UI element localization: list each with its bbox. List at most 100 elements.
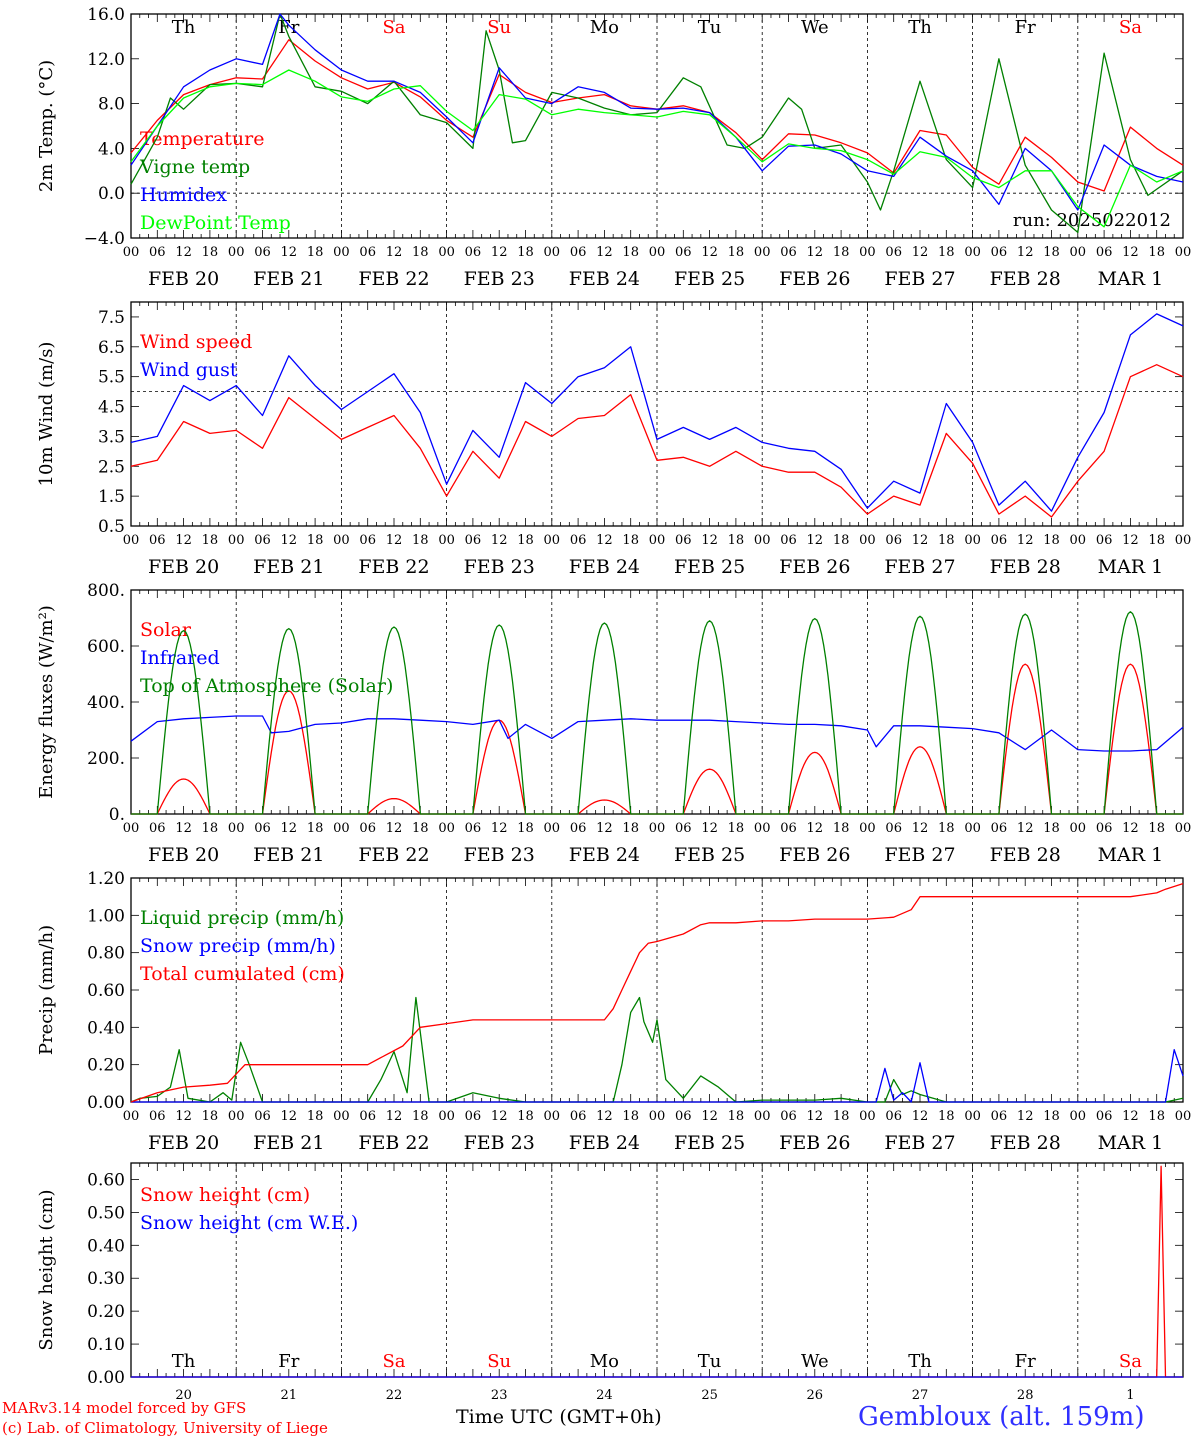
plot-frame-wind bbox=[130, 301, 1184, 527]
hour-tick-label: 12 bbox=[701, 1109, 718, 1124]
hour-tick-label: 00 bbox=[544, 821, 561, 836]
hour-tick-label: 00 bbox=[228, 1109, 245, 1124]
day-number-label: 28 bbox=[1017, 1388, 1034, 1400]
y-tick-label: 0.00 bbox=[87, 1368, 125, 1388]
hour-tick-label: 00 bbox=[333, 821, 350, 836]
hour-tick-label: 18 bbox=[728, 245, 745, 260]
hour-tick-label: 18 bbox=[1043, 533, 1060, 548]
hour-tick-label: 06 bbox=[1096, 533, 1113, 548]
hour-tick-label: 18 bbox=[1148, 821, 1165, 836]
date-label: FEB 24 bbox=[569, 268, 640, 290]
hour-tick-label: 18 bbox=[1148, 1109, 1165, 1124]
hour-tick-label: 18 bbox=[412, 245, 429, 260]
hour-tick-label: 18 bbox=[1043, 245, 1060, 260]
hour-tick-label: 00 bbox=[964, 245, 981, 260]
hour-tick-label: 00 bbox=[754, 1109, 771, 1124]
series-line-wind-gust bbox=[130, 313, 1184, 512]
series-line-humidex bbox=[130, 13, 1184, 211]
hour-tick-label: 00 bbox=[649, 533, 666, 548]
hour-tick-label: 06 bbox=[780, 1109, 797, 1124]
hour-tick-label: 06 bbox=[465, 821, 482, 836]
hour-tick-label: 18 bbox=[938, 533, 955, 548]
day-number-label: 27 bbox=[912, 1388, 929, 1400]
hour-tick-label: 18 bbox=[517, 533, 534, 548]
date-label: FEB 25 bbox=[674, 1132, 745, 1154]
date-label: FEB 21 bbox=[253, 1132, 324, 1154]
hour-tick-label: 12 bbox=[912, 1109, 929, 1124]
hour-tick-label: 18 bbox=[202, 821, 219, 836]
hour-tick-label: 12 bbox=[491, 245, 508, 260]
hour-tick-label: 06 bbox=[780, 245, 797, 260]
day-number-label: 24 bbox=[596, 1388, 613, 1400]
hour-tick-label: 06 bbox=[675, 533, 692, 548]
weekday-label: Th bbox=[908, 1351, 932, 1372]
hour-tick-label: 06 bbox=[149, 245, 166, 260]
hour-tick-label: 06 bbox=[254, 245, 271, 260]
hour-tick-label: 18 bbox=[833, 533, 850, 548]
hour-tick-label: 12 bbox=[281, 245, 298, 260]
hour-tick-label: 00 bbox=[544, 1109, 561, 1124]
hour-tick-label: 12 bbox=[281, 533, 298, 548]
hour-tick-label: 06 bbox=[149, 821, 166, 836]
date-label: FEB 26 bbox=[779, 556, 850, 578]
weekday-label: Sa bbox=[1119, 1351, 1142, 1372]
hour-tick-label: 06 bbox=[254, 1109, 271, 1124]
hour-tick-label: 06 bbox=[675, 1109, 692, 1124]
date-label: FEB 28 bbox=[990, 1132, 1061, 1154]
hour-tick-label: 18 bbox=[1148, 533, 1165, 548]
date-label: FEB 25 bbox=[674, 556, 745, 578]
meteogram-chart: −4.00.04.08.012.016.02m Temp. (°C)00 06 12… bbox=[36, 5, 1191, 1400]
hour-tick-label: 00 bbox=[859, 1109, 876, 1124]
day-number-label: 23 bbox=[491, 1388, 508, 1400]
day-number-label: 20 bbox=[175, 1388, 192, 1400]
y-tick-label: 600. bbox=[87, 637, 125, 657]
hour-tick-label: 18 bbox=[833, 1109, 850, 1124]
date-label: FEB 27 bbox=[884, 844, 955, 866]
hour-tick-label: 00 bbox=[123, 245, 140, 260]
day-number-label: 22 bbox=[386, 1388, 403, 1400]
weekday-label: Th bbox=[908, 17, 932, 38]
y-tick-label: 0.60 bbox=[87, 981, 125, 1001]
y-tick-label: 0.10 bbox=[87, 1335, 125, 1355]
weekday-label: Su bbox=[487, 1351, 511, 1372]
hour-tick-label: 12 bbox=[1017, 821, 1034, 836]
date-label: FEB 25 bbox=[674, 844, 745, 866]
hour-tick-label: 00 bbox=[438, 1109, 455, 1124]
hour-tick-label: 00 bbox=[438, 245, 455, 260]
hour-tick-label: 06 bbox=[991, 1109, 1008, 1124]
hour-tick-label: 12 bbox=[912, 245, 929, 260]
legend-entry: Vigne temp bbox=[139, 156, 250, 178]
hour-tick-label: 18 bbox=[307, 1109, 324, 1124]
series-line-top-of-atmosphere-solar- bbox=[131, 611, 1183, 815]
hour-tick-label: 18 bbox=[412, 1109, 429, 1124]
hour-tick-label: 18 bbox=[517, 1109, 534, 1124]
weekday-label: Fr bbox=[1015, 1351, 1036, 1372]
station-name: Gembloux (alt. 159m) bbox=[858, 1402, 1145, 1432]
y-tick-label: 0.20 bbox=[87, 1056, 125, 1076]
hour-tick-label: 00 bbox=[228, 533, 245, 548]
hour-tick-label: 06 bbox=[359, 821, 376, 836]
y-tick-label: 0.30 bbox=[87, 1269, 125, 1289]
hour-tick-label: 12 bbox=[701, 245, 718, 260]
weekday-label: Mo bbox=[590, 17, 619, 38]
hour-tick-label: 18 bbox=[938, 821, 955, 836]
hour-tick-label: 18 bbox=[412, 533, 429, 548]
hour-tick-label: 18 bbox=[728, 821, 745, 836]
date-label: MAR 1 bbox=[1098, 844, 1164, 866]
date-label: FEB 24 bbox=[569, 844, 640, 866]
hour-tick-label: 18 bbox=[728, 1109, 745, 1124]
series-line-wind-speed bbox=[130, 364, 1184, 518]
hour-tick-label: 06 bbox=[570, 821, 587, 836]
hour-tick-label: 00 bbox=[438, 821, 455, 836]
model-credit: MARv3.14 model forced by GFS bbox=[2, 1399, 247, 1417]
legend-entry: Top of Atmosphere (Solar) bbox=[140, 675, 393, 697]
weekday-label: We bbox=[801, 1351, 829, 1372]
y-tick-label: 0. bbox=[109, 805, 125, 825]
hour-tick-label: 06 bbox=[359, 1109, 376, 1124]
hour-tick-label: 00 bbox=[228, 245, 245, 260]
hour-tick-label: 12 bbox=[175, 245, 192, 260]
date-label: FEB 26 bbox=[779, 1132, 850, 1154]
hour-tick-label: 18 bbox=[307, 245, 324, 260]
date-label: FEB 23 bbox=[464, 1132, 535, 1154]
hour-tick-label: 12 bbox=[1017, 245, 1034, 260]
